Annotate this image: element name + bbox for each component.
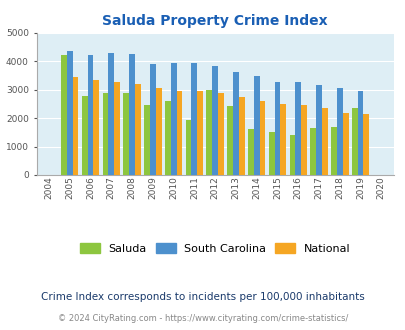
Bar bbox=[268, 132, 274, 175]
Bar bbox=[171, 63, 176, 175]
Bar bbox=[274, 82, 280, 175]
Bar bbox=[149, 64, 156, 175]
Bar bbox=[185, 119, 191, 175]
Legend: Saluda, South Carolina, National: Saluda, South Carolina, National bbox=[76, 240, 353, 257]
Bar bbox=[61, 55, 67, 175]
Bar bbox=[176, 91, 182, 175]
Text: Crime Index corresponds to incidents per 100,000 inhabitants: Crime Index corresponds to incidents per… bbox=[41, 292, 364, 302]
Bar bbox=[309, 128, 315, 175]
Bar bbox=[289, 135, 294, 175]
Bar bbox=[280, 104, 286, 175]
Bar bbox=[108, 53, 114, 175]
Bar bbox=[82, 96, 87, 175]
Bar bbox=[197, 91, 202, 175]
Bar bbox=[238, 97, 244, 175]
Bar bbox=[206, 90, 212, 175]
Bar bbox=[336, 88, 342, 175]
Bar bbox=[301, 105, 306, 175]
Bar bbox=[102, 93, 108, 175]
Bar bbox=[227, 106, 232, 175]
Bar bbox=[93, 80, 99, 175]
Bar bbox=[357, 91, 362, 175]
Bar bbox=[129, 54, 135, 175]
Bar bbox=[123, 93, 129, 175]
Bar bbox=[342, 113, 347, 175]
Bar bbox=[217, 93, 223, 175]
Bar bbox=[164, 101, 171, 175]
Bar bbox=[294, 82, 301, 175]
Title: Saluda Property Crime Index: Saluda Property Crime Index bbox=[102, 14, 327, 28]
Bar bbox=[156, 88, 161, 175]
Bar bbox=[253, 76, 259, 175]
Bar bbox=[212, 66, 217, 175]
Text: © 2024 CityRating.com - https://www.cityrating.com/crime-statistics/: © 2024 CityRating.com - https://www.city… bbox=[58, 314, 347, 323]
Bar bbox=[351, 109, 357, 175]
Bar bbox=[114, 82, 120, 175]
Bar bbox=[315, 85, 321, 175]
Bar bbox=[191, 63, 197, 175]
Bar bbox=[135, 83, 141, 175]
Bar bbox=[232, 72, 238, 175]
Bar bbox=[362, 115, 369, 175]
Bar bbox=[321, 108, 327, 175]
Bar bbox=[87, 55, 93, 175]
Bar bbox=[247, 129, 253, 175]
Bar bbox=[144, 105, 149, 175]
Bar bbox=[72, 77, 78, 175]
Bar bbox=[259, 101, 265, 175]
Bar bbox=[330, 127, 336, 175]
Bar bbox=[67, 50, 72, 175]
